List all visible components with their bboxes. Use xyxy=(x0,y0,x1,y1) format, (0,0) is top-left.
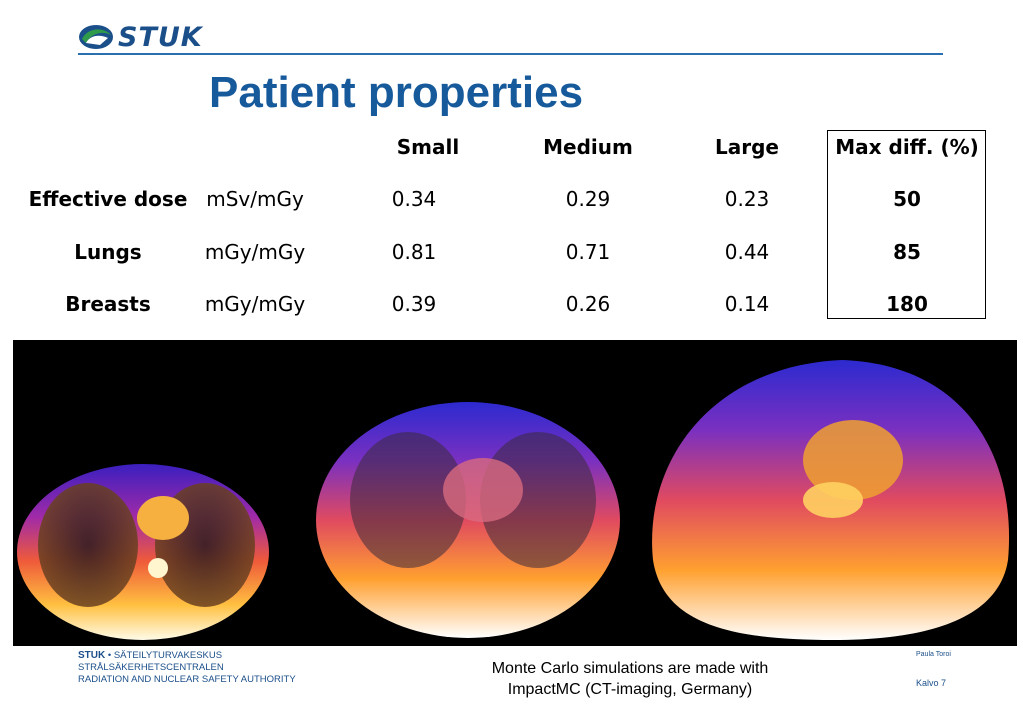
column-header-large: Large xyxy=(715,135,779,159)
stuk-logo-icon xyxy=(79,25,113,49)
value-medium: 0.26 xyxy=(565,292,611,316)
slide-number: Kalvo 7 xyxy=(916,678,947,688)
value-small: 0.81 xyxy=(391,240,437,264)
logo-text: STUK xyxy=(118,21,203,53)
dose-table: Small Medium Large Max diff. (%) Effecti… xyxy=(0,0,1023,330)
footer-author: Paula Toroi xyxy=(916,651,951,658)
stuk-logo: STUK xyxy=(78,21,203,53)
column-header-small: Small xyxy=(396,135,460,159)
ct-dose-scan-image xyxy=(17,360,1010,640)
value-medium: 0.29 xyxy=(565,187,611,211)
footer-org-line2: STRÅLSÄKERHETSCENTRALEN xyxy=(78,662,224,673)
value-max-diff: 85 xyxy=(893,240,921,264)
row-label-lungs: Lungs xyxy=(74,240,142,264)
value-large: 0.14 xyxy=(724,292,770,316)
value-small: 0.39 xyxy=(391,292,437,316)
footer-caption: Monte Carlo simulations are made with Im… xyxy=(450,658,810,700)
row-unit: mSv/mGy xyxy=(206,187,304,211)
footer-org: STUK • SÄTEILYTURVAKESKUS STRÅLSÄKERHETS… xyxy=(78,650,296,686)
footer-org-line1: • SÄTEILYTURVAKESKUS xyxy=(105,650,223,661)
row-unit: mGy/mGy xyxy=(204,292,306,316)
page-title: Patient properties xyxy=(209,68,584,117)
caption-line-1: Monte Carlo simulations are made with xyxy=(491,660,769,677)
value-large: 0.23 xyxy=(724,187,770,211)
row-label-breasts: Breasts xyxy=(65,292,151,316)
value-large: 0.44 xyxy=(724,240,770,264)
row-unit: mGy/mGy xyxy=(204,240,306,264)
header-rule xyxy=(78,53,943,55)
caption-line-2: ImpactMC (CT-imaging, Germany) xyxy=(507,681,753,698)
value-max-diff: 180 xyxy=(886,292,928,316)
value-max-diff: 50 xyxy=(893,187,921,211)
column-header-medium: Medium xyxy=(543,135,633,159)
ct-dose-images xyxy=(13,340,1017,646)
value-medium: 0.71 xyxy=(565,240,611,264)
value-small: 0.34 xyxy=(391,187,437,211)
row-label-effective-dose: Effective dose xyxy=(28,187,188,211)
footer-brand: STUK xyxy=(78,650,106,661)
max-diff-box xyxy=(827,130,986,319)
footer-org-line3: RADIATION AND NUCLEAR SAFETY AUTHORITY xyxy=(78,674,296,685)
column-header-max-diff: Max diff. (%) xyxy=(835,135,979,159)
